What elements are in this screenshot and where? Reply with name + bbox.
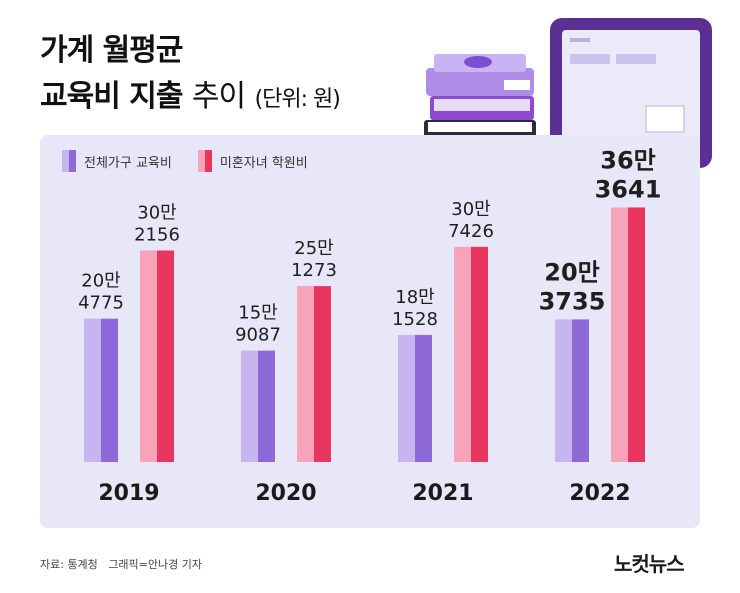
data-label-2020-series1-line1: 15만	[238, 303, 277, 324]
monitor-icon	[550, 18, 712, 168]
legend: 전체가구 교육비 미혼자녀 학원비	[62, 150, 334, 172]
data-label-2022-series1-line1: 20만	[544, 258, 599, 286]
bar-2019-series2-right	[157, 250, 174, 462]
chart-title: 가계 월평균 교육비 지출 추이 (단위: 원)	[40, 28, 341, 123]
data-label-2021-series1-line1: 18만	[395, 287, 434, 308]
data-label-2019-series2-line1: 30만	[137, 202, 176, 223]
data-label-2021-series1-line2: 1528	[392, 309, 438, 330]
x-tick-label-2021: 2021	[412, 481, 473, 506]
bar-2021-series2-left	[454, 246, 471, 462]
bar-2020-series1-left	[241, 350, 258, 462]
legend-item-series2: 미혼자녀 학원비	[197, 150, 308, 172]
data-label-2022-series1-line2: 3735	[539, 287, 606, 315]
bar-2019-series1-left	[84, 318, 101, 462]
data-label-2019-series1-line1: 20만	[81, 271, 120, 292]
title-line-2: 교육비 지출 추이 (단위: 원)	[40, 74, 341, 123]
title-line-1: 가계 월평균	[40, 33, 183, 68]
bar-2019-series1-right	[101, 318, 118, 462]
data-label-2022-series2-line2: 3641	[595, 175, 662, 203]
bar-2022-series1-right	[572, 319, 589, 462]
source-text: 자료: 통계청	[40, 558, 98, 571]
legend-swatch-purple	[62, 150, 76, 172]
graphic-credit: 그래픽=안나경 기자	[108, 558, 202, 571]
bar-2022-series1-left	[555, 319, 572, 462]
data-label-2021-series2-line2: 7426	[448, 221, 494, 242]
data-label-2020-series2-line1: 25만	[294, 238, 333, 259]
bar-2021-series1-left	[398, 334, 415, 462]
bar-2020-series2-right	[314, 286, 331, 462]
bar-2021-series1-right	[415, 334, 432, 462]
title-bold-part: 교육비 지출	[40, 79, 183, 114]
bar-2019-series2-left	[140, 250, 157, 462]
brand-logo: 노컷뉴스	[614, 552, 685, 576]
bar-2020-series1-right	[258, 350, 275, 462]
legend-swatch-red	[197, 150, 212, 172]
data-label-2020-series1-line2: 9087	[235, 325, 281, 346]
title-unit: (단위: 원)	[254, 87, 341, 112]
data-label-2019-series1-line2: 4775	[78, 293, 124, 314]
x-tick-label-2020: 2020	[255, 481, 316, 506]
bar-2020-series2-left	[297, 286, 314, 462]
legend-item-series1: 전체가구 교육비	[62, 150, 172, 172]
x-tick-label-2019: 2019	[98, 481, 159, 506]
bar-chart: 20만477530만2156201915만908725만1273202018만1…	[78, 146, 662, 506]
title-light-part: 추이	[191, 79, 246, 114]
source-credit: 자료: 통계청 그래픽=안나경 기자	[40, 556, 202, 572]
data-label-2019-series2-line2: 2156	[134, 224, 180, 245]
bar-2021-series2-right	[471, 246, 488, 462]
data-label-2020-series2-line2: 1273	[291, 260, 337, 281]
bar-2022-series2-right	[628, 207, 645, 462]
book-stack-icon	[424, 54, 536, 140]
legend-label-series2: 미혼자녀 학원비	[219, 155, 308, 171]
legend-label-series1: 전체가구 교육비	[84, 155, 172, 171]
x-tick-label-2022: 2022	[569, 481, 630, 506]
bar-2022-series2-left	[611, 207, 628, 462]
data-label-2021-series2-line1: 30만	[451, 199, 490, 220]
data-label-2022-series2-line1: 36만	[600, 146, 655, 174]
